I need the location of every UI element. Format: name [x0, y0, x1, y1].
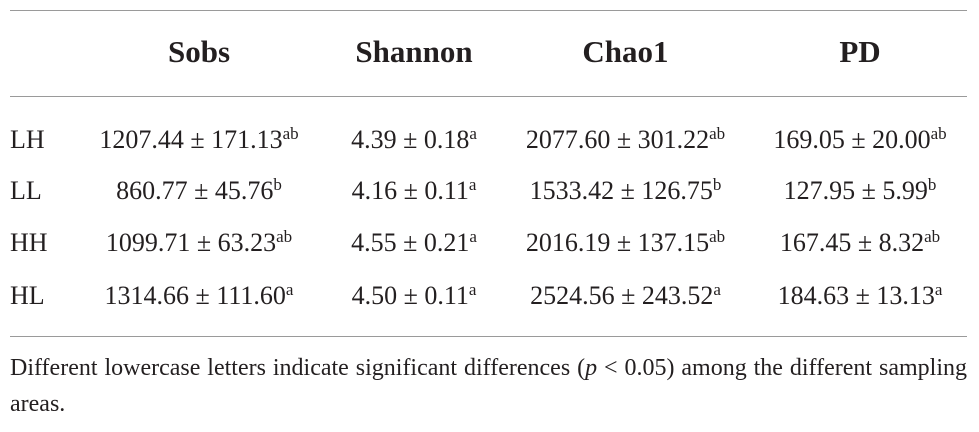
footnote-italic: p — [585, 355, 598, 381]
table-cell: 4.39 ± 0.18a — [330, 125, 498, 155]
row-label: HH — [10, 228, 48, 257]
significance-letter: b — [927, 175, 937, 194]
significance-letter: b — [273, 175, 282, 194]
cell-value: 4.16 ± 0.11 — [351, 176, 469, 205]
table-cell: 169.05 ± 20.00ab — [753, 125, 967, 155]
table-cell: 1099.71 ± 63.23ab — [68, 228, 330, 258]
table-row: HL 1314.66 ± 111.60a 4.50 ± 0.11a 2524.56 ±… — [10, 276, 967, 316]
table-cell: 184.63 ± 13.13a — [753, 281, 967, 311]
cell-value: 1099.71 ± 63.23 — [105, 228, 277, 257]
significance-letter: ab — [924, 227, 941, 246]
significance-letter: ab — [709, 124, 726, 143]
cell-value: 1207.44 ± 171.13 — [99, 125, 283, 154]
cell-value: 860.77 ± 45.76 — [116, 176, 274, 205]
header-cell: Shannon — [355, 34, 473, 69]
significance-letter: a — [934, 280, 943, 299]
table-cell: 2077.60 ± 301.22ab — [498, 125, 753, 155]
cell-value: 167.45 ± 8.32 — [779, 228, 925, 257]
table-cell: 127.95 ± 5.99b — [753, 176, 967, 206]
table-cell: 1533.42 ± 126.75b — [498, 176, 753, 206]
cell-value: 1533.42 ± 126.75 — [529, 176, 713, 205]
bottom-rule — [10, 336, 967, 337]
significance-letter: ab — [282, 124, 299, 143]
header-cell: PD — [839, 34, 881, 69]
significance-letter: a — [468, 175, 477, 194]
table-cell: 2016.19 ± 137.15ab — [498, 228, 753, 258]
cell-value: 169.05 ± 20.00 — [773, 125, 931, 154]
header-cell: Chao1 — [582, 34, 669, 69]
table-row: LH 1207.44 ± 171.13ab 4.39 ± 0.18a 2077.60 … — [10, 120, 967, 160]
table-cell: 2524.56 ± 243.52a — [498, 281, 753, 311]
row-label: LL — [10, 176, 42, 205]
cell-value: 2077.60 ± 301.22 — [525, 125, 710, 154]
footnote: Different lowercase letters indicate sig… — [10, 350, 967, 422]
table-cell: 860.77 ± 45.76b — [68, 176, 330, 206]
cell-value: 127.95 ± 5.99 — [783, 176, 928, 205]
cell-value: 4.50 ± 0.11 — [351, 281, 469, 310]
significance-letter: a — [285, 280, 294, 299]
table-cell: 4.55 ± 0.21a — [330, 228, 498, 258]
significance-letter: b — [712, 175, 722, 194]
significance-letter: a — [468, 280, 477, 299]
table-row: LL 860.77 ± 45.76b 4.16 ± 0.11a 1533.42 ± 1… — [10, 171, 967, 211]
top-rule — [10, 10, 967, 11]
header-rule — [10, 96, 967, 97]
cell-value: 184.63 ± 13.13 — [777, 281, 935, 310]
footnote-text: Different lowercase letters indicate sig… — [10, 355, 586, 381]
significance-letter: ab — [276, 227, 293, 246]
cell-value: 1314.66 ± 111.60 — [104, 281, 286, 310]
significance-letter: ab — [709, 227, 726, 246]
header-cell: Sobs — [167, 34, 231, 69]
table-cell: 1207.44 ± 171.13ab — [68, 125, 330, 155]
cell-value: 2524.56 ± 243.52 — [530, 281, 714, 310]
significance-letter: a — [469, 227, 477, 246]
significance-letter: a — [469, 124, 477, 143]
header-row: Sobs Shannon Chao1 PD — [10, 32, 967, 72]
row-label: LH — [10, 125, 45, 154]
row-label: HL — [10, 281, 45, 310]
cell-value: 4.55 ± 0.21 — [351, 228, 470, 257]
table-cell: 4.16 ± 0.11a — [330, 176, 498, 206]
table-row: HH 1099.71 ± 63.23ab 4.55 ± 0.21a 2016.19 ±… — [10, 223, 967, 263]
significance-letter: a — [713, 280, 721, 299]
cell-value: 2016.19 ± 137.15 — [525, 228, 710, 257]
footnote-text: < 0.05) among the different sampling are… — [10, 355, 967, 417]
table-cell: 1314.66 ± 111.60a — [68, 281, 330, 311]
cell-value: 4.39 ± 0.18 — [351, 125, 470, 154]
table-cell: 4.50 ± 0.11a — [330, 281, 498, 311]
significance-letter: ab — [930, 124, 947, 143]
table-cell: 167.45 ± 8.32ab — [753, 228, 967, 258]
